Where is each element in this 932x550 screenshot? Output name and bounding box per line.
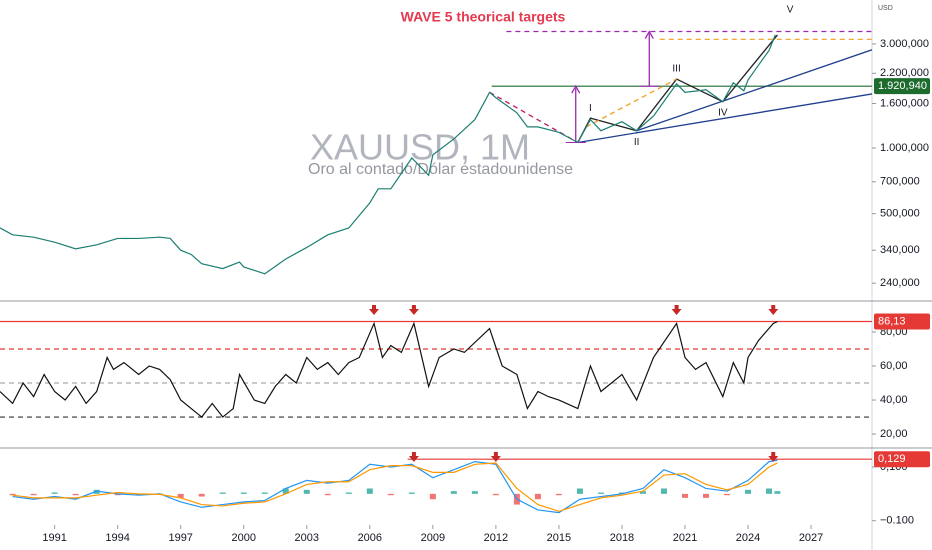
histogram-bar xyxy=(324,493,331,496)
x-tick-label: 2021 xyxy=(673,532,697,544)
histogram-bar xyxy=(198,493,205,497)
y-tick-label: 500,000 xyxy=(880,208,920,220)
histogram-bar xyxy=(724,493,731,496)
histogram-bar xyxy=(555,493,562,496)
x-tick-label: 2024 xyxy=(736,532,760,544)
price-badge xyxy=(874,451,930,468)
chart-title: WAVE 5 theorical targets xyxy=(401,9,566,25)
histogram-bar xyxy=(639,491,646,494)
histogram-bar xyxy=(597,492,604,494)
x-tick-label: 1994 xyxy=(105,532,129,544)
trend-line xyxy=(585,78,677,128)
wave-label: I xyxy=(589,103,592,114)
plot-area xyxy=(9,458,872,514)
macd-line xyxy=(12,462,778,512)
y-tick-label: −0.100 xyxy=(880,515,914,527)
histogram-bar xyxy=(450,491,457,494)
histogram-bar xyxy=(618,492,625,494)
histogram-bar xyxy=(135,493,142,496)
x-tick-label: 1997 xyxy=(168,532,192,544)
histogram-bar xyxy=(429,493,436,500)
histogram-bar xyxy=(9,493,16,496)
histogram-bar xyxy=(240,492,247,494)
x-tick-label: 2027 xyxy=(799,532,823,544)
histogram-bar xyxy=(261,492,268,494)
histogram-bar xyxy=(576,488,583,494)
histogram-bar xyxy=(766,488,773,494)
peak-arrow xyxy=(369,305,380,315)
wave-label: V xyxy=(787,4,794,15)
measure-arrowhead xyxy=(644,30,654,39)
y-tick-label: 1.600,000 xyxy=(880,97,929,109)
x-tick-label: 2006 xyxy=(358,532,382,544)
histogram-bar xyxy=(660,488,667,494)
histogram-bar xyxy=(408,492,415,494)
histogram-bar xyxy=(114,493,121,496)
price-badge-label: 86,13 xyxy=(878,315,906,327)
histogram-bar xyxy=(345,492,352,494)
y-tick-label: 40,00 xyxy=(880,394,908,406)
histogram-bar xyxy=(471,491,478,494)
x-tick-label: 2009 xyxy=(421,532,445,544)
histogram-bar xyxy=(387,493,394,496)
x-tick-label: 1991 xyxy=(42,532,66,544)
histogram-bar xyxy=(303,489,310,494)
y-tick-label: 700,000 xyxy=(880,176,920,188)
currency-label: USD xyxy=(878,5,893,12)
wave-label: III xyxy=(672,64,680,75)
x-tick-label: 2015 xyxy=(547,532,571,544)
plot-area xyxy=(0,30,872,275)
price-line xyxy=(0,320,778,418)
price-badge xyxy=(874,78,930,95)
x-tick-label: 2003 xyxy=(295,532,319,544)
y-tick-label: 3.000,000 xyxy=(880,38,929,50)
peak-arrow xyxy=(408,305,419,315)
x-tick-label: 2018 xyxy=(610,532,634,544)
y-tick-label: 60,00 xyxy=(880,360,908,372)
histogram-bar xyxy=(282,488,289,494)
x-tick-label: 2000 xyxy=(231,532,255,544)
peak-arrow xyxy=(768,305,779,315)
peak-arrow xyxy=(408,452,419,462)
y-tick-label: 2.200,000 xyxy=(880,67,929,79)
histogram-bar xyxy=(30,493,37,496)
price-badge xyxy=(874,313,930,330)
price-line xyxy=(0,34,776,275)
y-tick-label: 340,000 xyxy=(880,244,920,256)
histogram-bar xyxy=(492,493,499,496)
histogram-bar xyxy=(681,493,688,498)
price-badge-label: 1.920,940 xyxy=(878,80,927,92)
symbol-description: Oro al contado/Dólar estadounidense xyxy=(308,161,573,178)
y-tick-label: 20,00 xyxy=(880,428,908,440)
histogram-bar xyxy=(177,493,184,498)
histogram-bar xyxy=(534,493,541,500)
plot-area xyxy=(0,320,872,418)
histogram-bar xyxy=(703,493,710,498)
histogram-bar xyxy=(93,489,100,494)
histogram-bar xyxy=(366,488,373,494)
histogram-bar xyxy=(774,491,781,494)
histogram-bar xyxy=(51,492,58,494)
price-badge-label: 0,129 xyxy=(878,453,906,465)
peak-arrow xyxy=(768,452,779,462)
x-tick-label: 2012 xyxy=(484,532,508,544)
measure-arrowhead xyxy=(571,84,581,94)
wave-label: IV xyxy=(718,107,728,118)
histogram-bar xyxy=(72,493,79,496)
histogram-bar xyxy=(219,492,226,494)
peak-arrow xyxy=(671,305,682,315)
peak-arrow xyxy=(490,452,501,462)
y-tick-label: 240,000 xyxy=(880,277,920,289)
histogram-bar xyxy=(745,489,752,494)
y-tick-label: 1.000,000 xyxy=(880,142,929,154)
trend-line xyxy=(636,49,872,132)
wave-label: II xyxy=(634,137,640,148)
symbol-watermark: XAUUSD, 1M xyxy=(310,127,530,168)
trend-line xyxy=(577,93,872,144)
